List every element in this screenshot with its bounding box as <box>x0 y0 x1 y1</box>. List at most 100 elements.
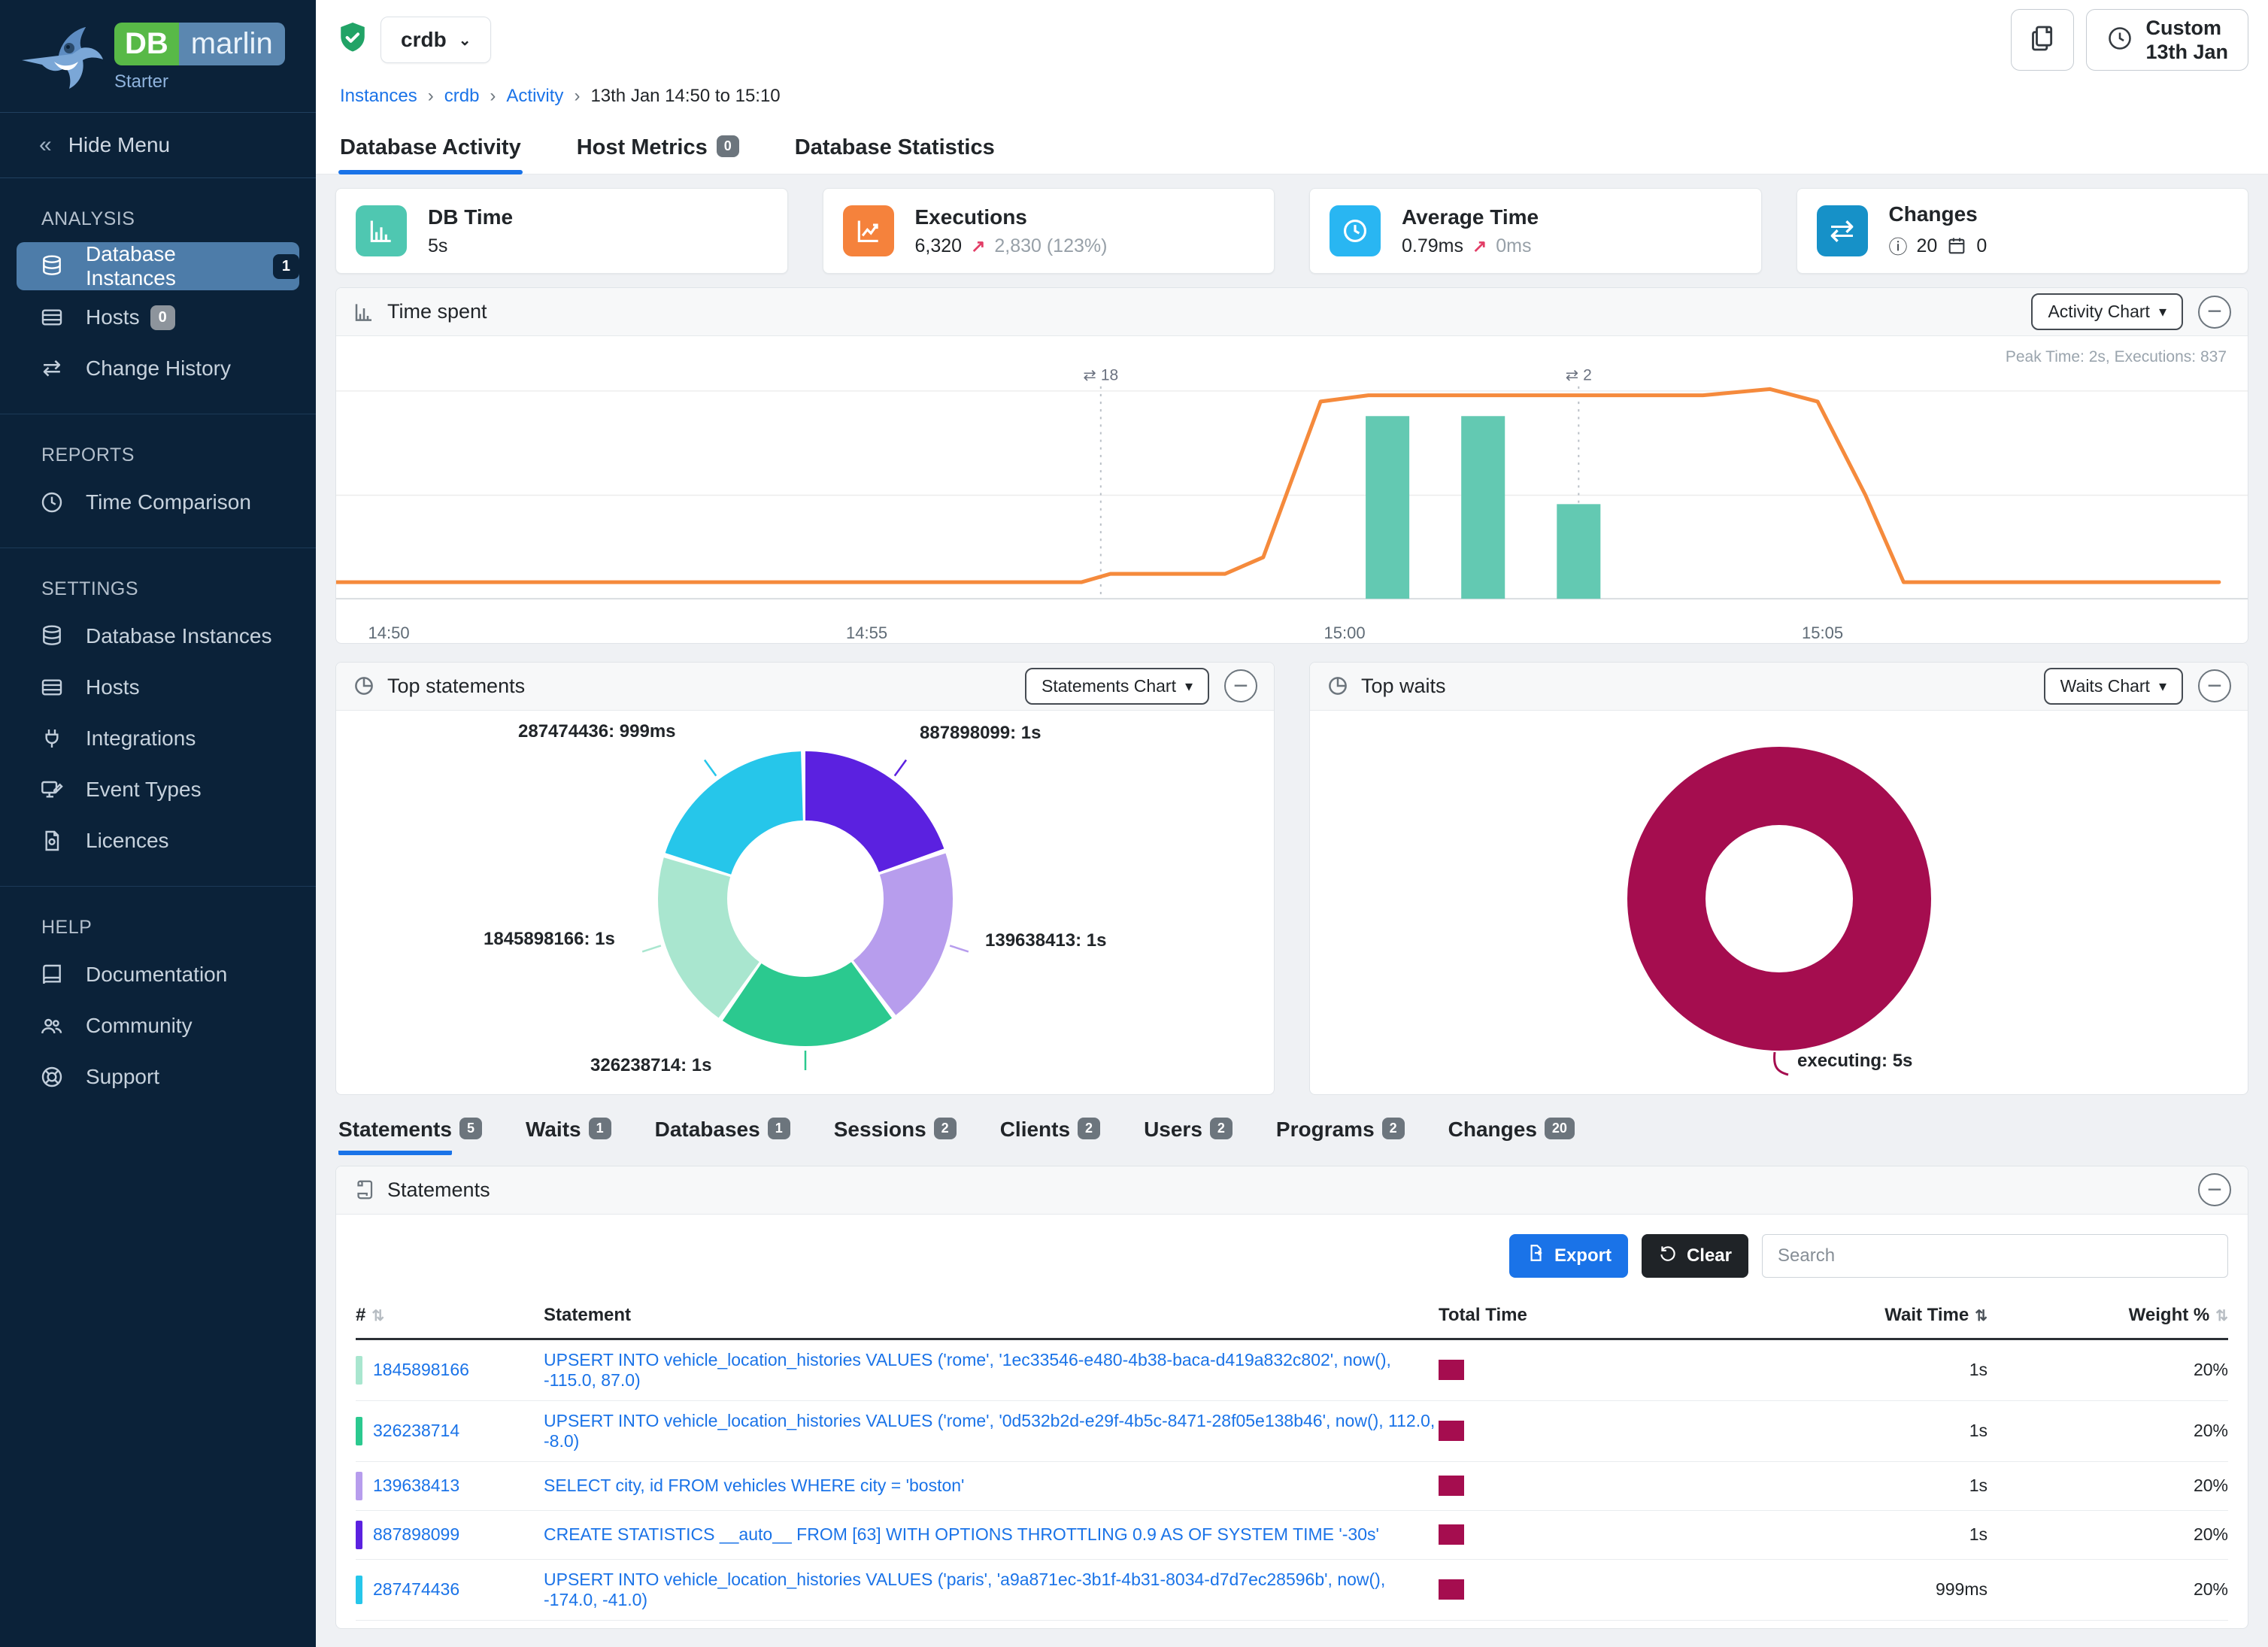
sidebar-item-database-instances[interactable]: Database Instances 1 <box>17 242 299 290</box>
donut-slice-1845898166[interactable] <box>657 751 953 1046</box>
sidebar-item-time-comparison[interactable]: Time Comparison <box>17 478 299 526</box>
hide-menu-button[interactable]: « Hide Menu <box>0 113 316 178</box>
statement-text-link[interactable]: UPSERT INTO vehicle_location_histories V… <box>544 1349 1391 1390</box>
table-row: 887898099 CREATE STATISTICS __auto__ FROM… <box>356 1510 2228 1560</box>
detail-tab-users[interactable]: Users 2 <box>1144 1117 1233 1155</box>
people-icon <box>38 1014 66 1038</box>
breadcrumb-link-crdb[interactable]: crdb <box>444 86 480 106</box>
donut-slice-label: 139638413: 1s <box>985 930 1107 951</box>
detail-tabs: Statements 5 Waits 1 Databases 1 Sessions 2 Clie… <box>316 1095 2268 1155</box>
donut-slice-label: 287474436: 999ms <box>518 720 676 742</box>
statement-text-link[interactable]: SELECT city, id FROM vehicles WHERE city… <box>544 1476 965 1496</box>
statement-text-link[interactable]: CREATE STATISTICS __auto__ FROM [63] WIT… <box>544 1524 1379 1545</box>
statement-text-link[interactable]: UPSERT INTO vehicle_location_histories V… <box>544 1569 1386 1609</box>
chart-icon <box>353 301 375 323</box>
clear-button[interactable]: Clear <box>1641 1233 1748 1278</box>
breadcrumb-link-instances[interactable]: Instances <box>340 86 417 106</box>
book-icon <box>38 963 66 987</box>
sidebar-item-hosts[interactable]: Hosts 0 <box>17 293 299 341</box>
collapse-panel-icon[interactable]: − <box>2198 1173 2231 1207</box>
instance-selector[interactable]: crdb ⌄ <box>381 17 492 63</box>
weight-value: 20% <box>1988 1461 2228 1511</box>
kpi-delta: 2,830 (123%) <box>994 235 1108 256</box>
detail-tab-changes[interactable]: Changes 20 <box>1448 1117 1575 1155</box>
sidebar-item-change-history[interactable]: ⇄ Change History <box>17 344 299 393</box>
sidebar-item-settings-database-instances[interactable]: Database Instances <box>17 612 299 660</box>
column-weight[interactable]: Weight % ⇅ <box>1988 1292 2228 1340</box>
detail-tab-programs[interactable]: Programs 2 <box>1276 1117 1405 1155</box>
x-axis-tick: 15:00 <box>1324 623 1366 642</box>
detail-tab-databases[interactable]: Databases 1 <box>654 1117 790 1155</box>
section-title: HELP <box>41 917 92 938</box>
total-time-bar <box>1439 1421 1464 1442</box>
sort-icon: ⇅ <box>371 1307 385 1324</box>
tab-label: Databases <box>654 1117 760 1141</box>
donut-slice-139638413[interactable] <box>657 751 953 1046</box>
export-button[interactable]: Export <box>1508 1233 1628 1278</box>
collapse-panel-icon[interactable]: − <box>2198 669 2231 703</box>
plug-icon <box>38 726 66 751</box>
statement-color-bar <box>356 1520 362 1549</box>
collapse-panel-icon[interactable]: − <box>1224 669 1257 703</box>
bar-chart-icon <box>356 205 407 256</box>
pie-chart-icon <box>1327 675 1349 697</box>
tab-label: Clients <box>999 1117 1071 1141</box>
statement-id-link[interactable]: 326238714 <box>373 1421 460 1441</box>
sidebar-section-help: HELP Documentation Community <box>0 886 316 1101</box>
column-statement[interactable]: Statement <box>544 1292 1439 1340</box>
line-chart-icon <box>842 205 894 256</box>
detail-tab-waits[interactable]: Waits 1 <box>526 1117 611 1155</box>
donut-slice-label: 887898099: 1s <box>920 722 1042 743</box>
tab-database-statistics[interactable]: Database Statistics <box>794 135 995 159</box>
collapse-panel-icon[interactable]: − <box>2198 295 2231 329</box>
peak-note: Peak Time: 2s, Executions: 837 <box>2005 348 2227 365</box>
statements-chart-selector[interactable]: Statements Chart ▾ <box>1024 667 1209 705</box>
caret-down-icon: ▾ <box>1184 678 1193 695</box>
section-title: REPORTS <box>41 444 135 466</box>
server-icon <box>38 305 66 329</box>
wait-time-value: 1s <box>1672 1339 1988 1401</box>
licence-document-icon <box>38 829 66 853</box>
waits-chart-selector[interactable]: Waits Chart ▾ <box>2043 667 2183 705</box>
top-statements-chart: 887898099: 1s 139638413: 1s 326238714: 1s 1… <box>336 711 1274 1094</box>
caret-down-icon: ▾ <box>2158 678 2166 695</box>
sidebar-item-integrations[interactable]: Integrations <box>17 714 299 763</box>
executions-bar[interactable] <box>1366 416 1410 599</box>
executions-bar[interactable] <box>1461 416 1505 599</box>
detail-tab-statements[interactable]: Statements 5 <box>338 1117 482 1155</box>
time-range-button[interactable]: Custom 13th Jan <box>2086 9 2248 71</box>
main-content: crdb ⌄ Custom 13th Jan <box>316 0 2268 1647</box>
activity-chart-selector[interactable]: Activity Chart ▾ <box>2031 293 2183 330</box>
sidebar-item-community[interactable]: Community <box>17 1002 299 1050</box>
sidebar-item-event-types[interactable]: Event Types <box>17 766 299 814</box>
breadcrumb-link-activity[interactable]: Activity <box>506 86 564 106</box>
donut-slice-executing[interactable] <box>1627 746 1931 1051</box>
column-id[interactable]: # ⇅ <box>356 1292 544 1340</box>
donut-slice-326238714[interactable] <box>657 751 953 1046</box>
detail-tab-sessions[interactable]: Sessions 2 <box>834 1117 957 1155</box>
statement-id-link[interactable]: 139638413 <box>373 1476 460 1496</box>
count-badge: 2 <box>1209 1117 1233 1139</box>
main-tabs: Database Activity Host Metrics 0 Databas… <box>316 120 2268 174</box>
statement-id-link[interactable]: 287474436 <box>373 1579 460 1600</box>
executions-bar[interactable] <box>1557 504 1601 599</box>
column-wait-time[interactable]: Wait Time ⇅ <box>1672 1292 1988 1340</box>
sidebar-item-licences[interactable]: Licences <box>17 817 299 865</box>
detail-tab-clients[interactable]: Clients 2 <box>999 1117 1101 1155</box>
column-total-time[interactable]: Total Time <box>1439 1292 1672 1340</box>
statement-text-link[interactable]: UPSERT INTO vehicle_location_histories V… <box>544 1410 1436 1451</box>
sidebar-item-documentation[interactable]: Documentation <box>17 951 299 999</box>
search-input[interactable] <box>1762 1233 2228 1278</box>
tab-database-activity[interactable]: Database Activity <box>338 125 523 174</box>
statement-id-link[interactable]: 1845898166 <box>373 1360 469 1380</box>
donut-slice-887898099[interactable] <box>657 751 953 1046</box>
statement-id-link[interactable]: 887898099 <box>373 1524 460 1545</box>
copy-button[interactable] <box>2011 9 2075 71</box>
sidebar-item-settings-hosts[interactable]: Hosts <box>17 663 299 711</box>
trend-up-icon: ↗ <box>1472 235 1487 256</box>
x-axis-tick: 14:50 <box>368 623 410 642</box>
sidebar-item-support[interactable]: Support <box>17 1053 299 1101</box>
kpi-changes-count: 20 <box>1916 235 1938 256</box>
tab-host-metrics[interactable]: Host Metrics 0 <box>575 125 741 174</box>
